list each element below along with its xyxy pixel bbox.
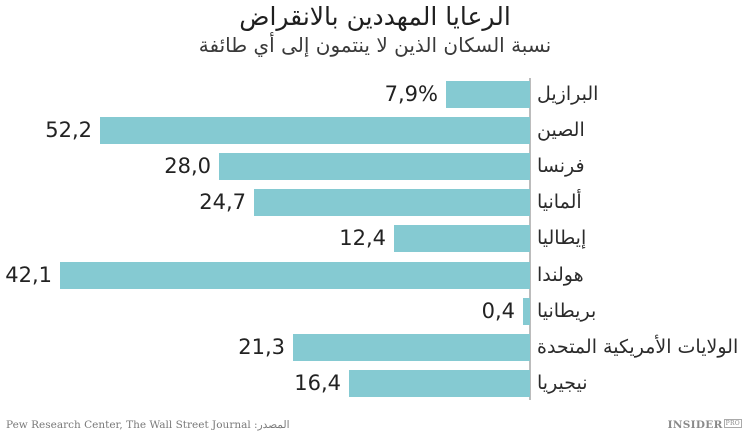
brand-name: INSIDER — [667, 419, 723, 431]
category-label: البرازيل — [537, 83, 599, 105]
category-label: الولايات الأمريكية المتحدة — [537, 335, 739, 358]
brand-logo: INSIDER PRO — [668, 419, 742, 431]
bar-row: 16,4 نيجيريا — [0, 369, 750, 398]
bar — [349, 369, 530, 397]
category-label: الصين — [537, 119, 585, 142]
bar-row: 42,1 هولندا — [0, 261, 750, 290]
value-label: 24,7 — [199, 190, 246, 215]
bar — [100, 117, 530, 145]
value-label: 42,1 — [5, 262, 52, 287]
category-label: إيطاليا — [537, 227, 587, 250]
value-label: 16,4 — [294, 370, 341, 395]
category-label: نيجيريا — [537, 371, 588, 394]
bar — [523, 297, 530, 325]
value-label: 7,9% — [384, 82, 438, 106]
chart-title: الرعايا المهددين بالانقراض — [239, 2, 511, 31]
category-label: ألمانيا — [537, 191, 582, 214]
bar — [446, 81, 530, 108]
bar-row: 52,2 الصين — [0, 117, 750, 145]
bar — [394, 225, 530, 253]
bar-row: 7,9% البرازيل — [0, 81, 750, 109]
bar-row: 12,4 إيطاليا — [0, 225, 750, 253]
bar — [60, 261, 530, 289]
bar — [293, 333, 530, 361]
value-label: 52,2 — [45, 118, 92, 143]
category-axis-line — [529, 78, 531, 400]
bar-row: 28,0 فرنسا — [0, 153, 750, 181]
chart-subtitle: نسبة السكان الذين لا ينتمون إلى أي طائفة — [198, 33, 552, 57]
brand-badge: PRO — [723, 419, 742, 428]
category-label: بريطانيا — [537, 299, 597, 322]
bar — [254, 189, 530, 217]
category-label: فرنسا — [537, 155, 585, 178]
source-note: Pew Research Center, The Wall Street Jou… — [6, 419, 290, 431]
bar — [219, 153, 530, 181]
bar-row: 21,3 الولايات الأمريكية المتحدة — [0, 333, 750, 362]
bar-row: 24,7 ألمانيا — [0, 189, 750, 217]
category-label: هولندا — [537, 263, 584, 286]
bar-row: 0,4 بريطانيا — [0, 297, 750, 326]
value-label: 28,0 — [164, 154, 211, 179]
value-label: 12,4 — [339, 226, 386, 251]
value-label: 0,4 — [481, 298, 515, 323]
value-label: 21,3 — [238, 334, 285, 359]
